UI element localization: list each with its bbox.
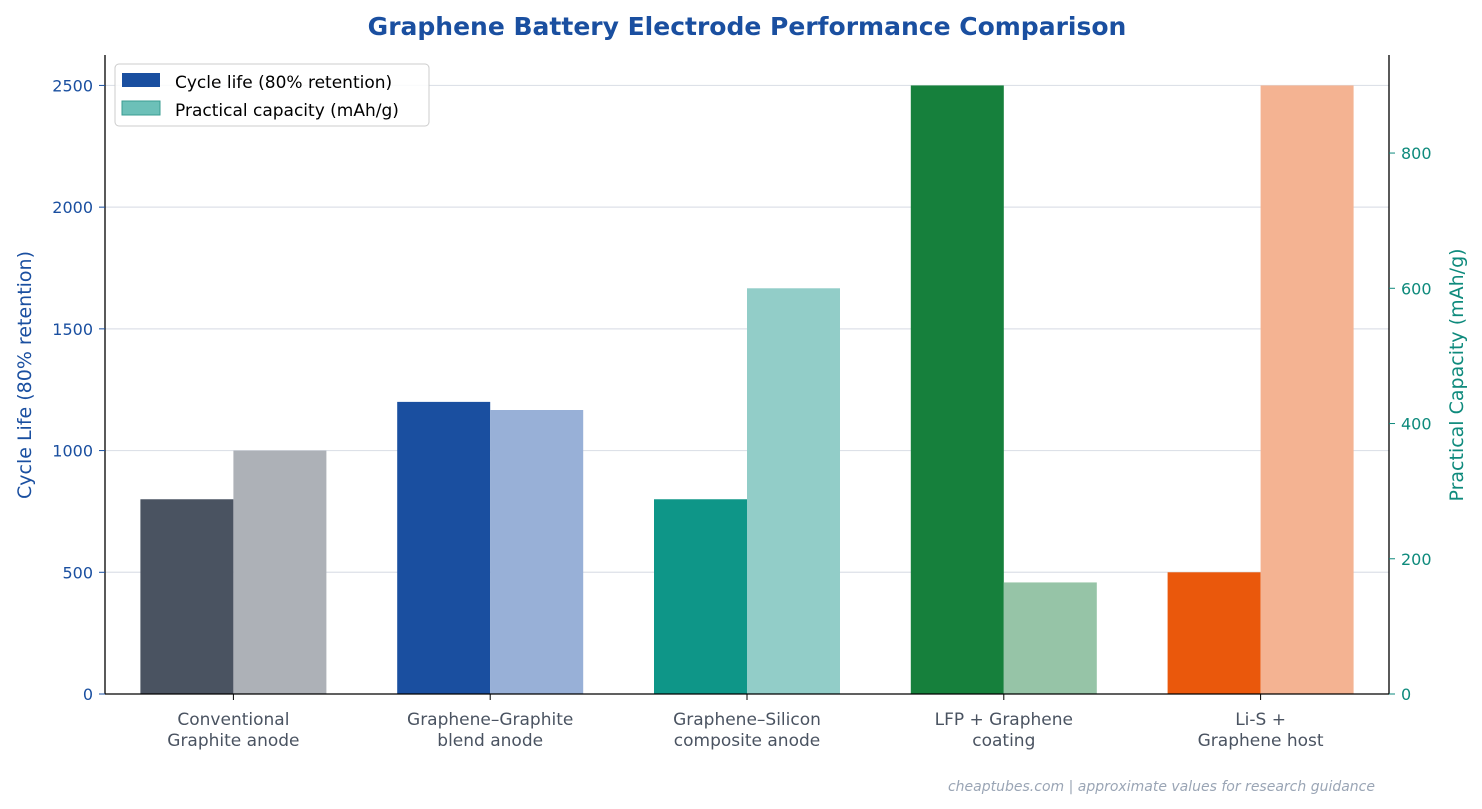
x-tick-label: Graphene–Graphite <box>407 710 573 730</box>
x-tick-label: coating <box>972 731 1035 751</box>
y-right-tick-label: 200 <box>1401 550 1432 569</box>
legend-box <box>114 63 430 127</box>
x-tick-label: Graphene–Silicon <box>673 710 821 730</box>
legend-swatch-cycle-life <box>122 73 160 87</box>
bar-cycle-life <box>1167 572 1261 694</box>
y-tick-label: 2000 <box>52 198 93 217</box>
bars <box>140 85 1354 694</box>
y-tick-label: 2500 <box>52 76 93 95</box>
y-right-tick-label: 0 <box>1401 685 1411 704</box>
bar-cycle-life <box>910 85 1004 694</box>
y-tick-label: 0 <box>83 685 93 704</box>
legend: Cycle life (80% retention) Practical cap… <box>114 63 430 127</box>
y-right-tick-label: 800 <box>1401 144 1432 163</box>
bar-capacity <box>490 410 584 694</box>
bar-capacity <box>747 288 840 694</box>
y-axis-label: Cycle Life (80% retention) <box>14 251 36 499</box>
x-tick-label: composite anode <box>674 731 820 751</box>
x-tick-label: LFP + Graphene <box>935 710 1073 730</box>
footnote: cheaptubes.com | approximate values for … <box>948 779 1375 795</box>
y-axis-right-label: Practical Capacity (mAh/g) <box>1446 248 1468 501</box>
y-right-tick-label: 400 <box>1401 415 1432 434</box>
x-tick-label: Li-S + <box>1235 710 1286 730</box>
y-right-tick-label: 600 <box>1401 279 1432 298</box>
x-tick-label: blend anode <box>437 731 543 751</box>
bar-capacity <box>1003 582 1097 694</box>
legend-swatch-capacity <box>121 100 161 116</box>
chart-title: Graphene Battery Electrode Performance C… <box>368 12 1127 41</box>
y-tick-label: 1000 <box>52 442 93 461</box>
y-tick-label: 500 <box>62 563 93 582</box>
x-tick-label: Graphene host <box>1198 731 1324 751</box>
x-tick-label: Graphite anode <box>167 731 299 751</box>
bar-cycle-life <box>140 499 234 694</box>
y-tick-label: 1500 <box>52 320 93 339</box>
legend-label-capacity: Practical capacity (mAh/g) <box>175 101 399 121</box>
bar-cycle-life <box>654 499 747 694</box>
bar-capacity <box>233 450 327 694</box>
bar-cycle-life <box>397 401 491 694</box>
x-tick-label: Conventional <box>177 710 289 730</box>
legend-label-cycle-life: Cycle life (80% retention) <box>175 73 392 93</box>
bar-capacity <box>1260 85 1354 694</box>
